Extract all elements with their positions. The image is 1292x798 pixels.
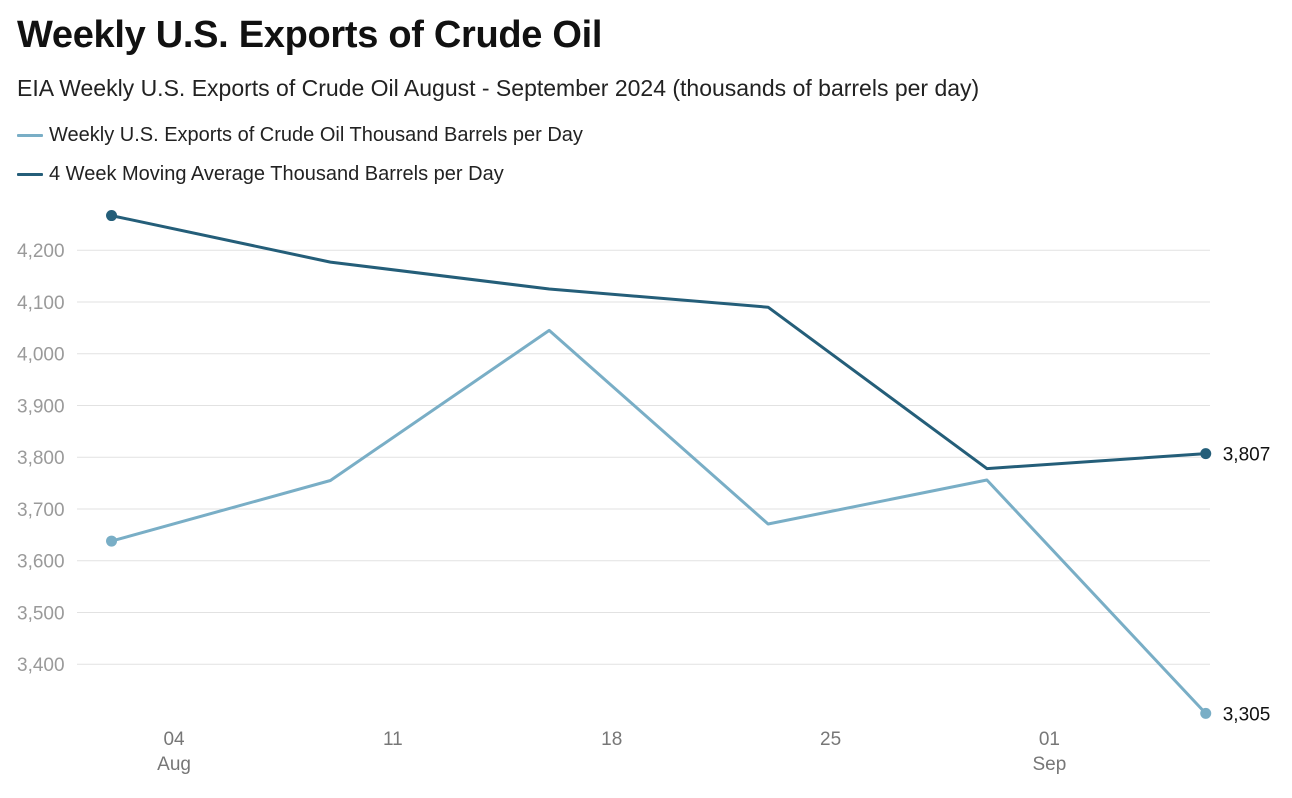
x-tick-label: 04 (163, 729, 185, 750)
data-point-weekly (1200, 707, 1212, 719)
end-label-average: 3,807 (1223, 445, 1271, 466)
y-tick-label: 3,700 (17, 500, 65, 521)
legend-item-weekly: Weekly U.S. Exports of Crude Oil Thousan… (17, 124, 917, 147)
y-tick-label: 4,000 (17, 345, 65, 366)
x-tick-label: 11 (383, 729, 403, 750)
data-point-average (106, 210, 118, 222)
y-tick-label: 3,800 (17, 448, 65, 469)
y-tick-label: 3,600 (17, 552, 65, 573)
data-point-average (1200, 448, 1212, 460)
series-line-average (110, 214, 1208, 471)
y-tick-label: 4,200 (17, 241, 65, 262)
legend-swatch-average (17, 173, 43, 176)
chart-subtitle: EIA Weekly U.S. Exports of Crude Oil Aug… (17, 75, 980, 101)
legend-item-average: 4 Week Moving Average Thousand Barrels p… (17, 163, 917, 186)
legend-label-average: 4 Week Moving Average Thousand Barrels p… (49, 163, 504, 185)
legend-swatch-weekly (17, 134, 43, 137)
x-tick-label: 18 (601, 729, 622, 750)
y-tick-label: 3,500 (17, 603, 65, 624)
y-tick-label: 3,900 (17, 396, 65, 417)
y-tick-label: 3,400 (17, 655, 65, 676)
chart-title: Weekly U.S. Exports of Crude Oil (17, 14, 603, 56)
end-label-weekly: 3,305 (1223, 704, 1271, 725)
legend-label-weekly: Weekly U.S. Exports of Crude Oil Thousan… (49, 124, 583, 146)
x-tick-sublabel: Sep (1033, 754, 1067, 775)
series-line-weekly (110, 328, 1208, 715)
x-tick-label: 25 (820, 729, 841, 750)
x-tick-sublabel: Aug (157, 754, 191, 775)
y-tick-label: 4,100 (17, 293, 65, 314)
x-tick-label: 01 (1039, 729, 1060, 750)
data-point-weekly (106, 535, 118, 547)
